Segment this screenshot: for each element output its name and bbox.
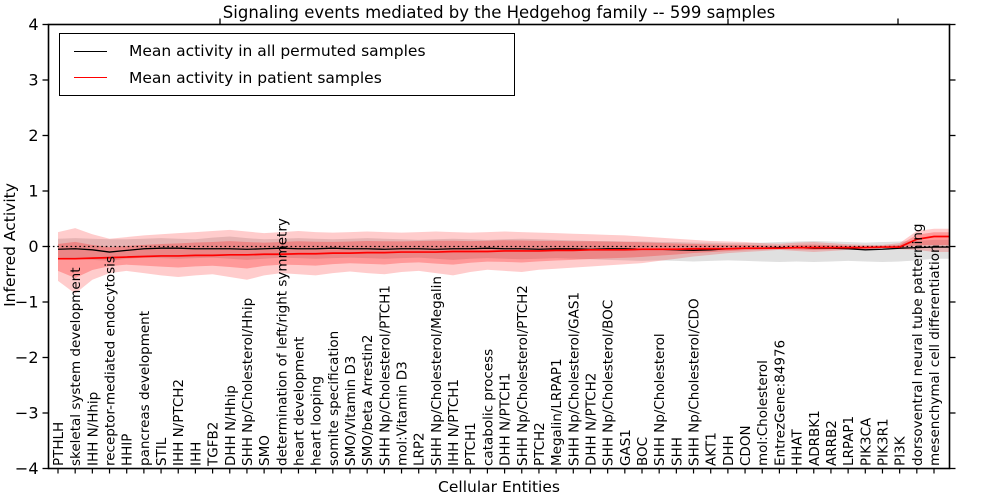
x-tick-label: mol:Vitamin D3: [395, 361, 411, 466]
x-axis-label: Cellular Entities: [438, 478, 560, 496]
legend-label-permuted: Mean activity in all permuted samples: [129, 42, 426, 61]
x-tick-label: heart looping: [309, 376, 325, 466]
x-tick-label: SMO/Vitamin D3: [343, 356, 359, 466]
legend-entry-patient: Mean activity in patient samples: [74, 69, 514, 87]
x-tick-label: heart development: [291, 337, 307, 466]
x-tick-label: HHAT: [790, 429, 806, 466]
x-tick-label: EntrezGene:84976: [772, 340, 788, 466]
y-tick-label: −2: [15, 348, 39, 367]
x-tick-label: DHH N/PTCH1: [498, 373, 514, 466]
x-tick-label: LRP2: [412, 432, 428, 466]
x-tick-label: DHH N/PTCH2: [583, 373, 599, 466]
x-tick-label: pancreas development: [137, 311, 153, 466]
x-tick-label: SHH Np/Cholesterol/Megalin: [429, 276, 445, 466]
x-tick-label: ADRBK1: [807, 410, 823, 466]
x-tick-label: HHIP: [120, 434, 136, 466]
x-tick-label: BOC: [635, 437, 651, 466]
x-tick-label: PIK3R1: [875, 418, 891, 466]
y-tick-label: 0: [28, 237, 38, 256]
x-tick-label: IHH N/PTCH2: [171, 379, 187, 466]
x-tick-label: PTCH2: [532, 422, 548, 466]
y-tick-label: −3: [15, 404, 39, 423]
legend-entry-permuted: Mean activity in all permuted samples: [74, 42, 514, 60]
patient-mean-line: [58, 235, 950, 260]
x-tick-label: IHH N/Hhip: [85, 392, 101, 466]
x-tick-label: SHH Np/Cholesterol/Hhip: [240, 298, 256, 466]
x-tick-label: IHH: [188, 442, 204, 466]
x-tick-label: PIK3CA: [858, 417, 874, 466]
x-tick-label: SHH Np/Cholesterol/BOC: [601, 300, 617, 466]
x-tick-label: dorsoventral neural tube patterning: [910, 224, 926, 466]
x-tick-label: STIL: [154, 437, 170, 466]
x-tick-label: CDON: [738, 425, 754, 466]
y-tick-label: 2: [28, 126, 38, 145]
x-tick-label: SHH Np/Cholesterol/PTCH1: [377, 285, 393, 466]
x-tick-label: mesenchymal cell differentiation: [927, 244, 943, 466]
y-axis-label: Inferred Activity: [1, 183, 19, 307]
x-tick-label: SHH: [669, 437, 685, 466]
y-tick-label: −4: [15, 459, 39, 478]
legend-label-patient: Mean activity in patient samples: [129, 68, 382, 87]
y-tick-label: −1: [15, 293, 39, 312]
x-tick-label: PI3K: [893, 435, 909, 466]
x-tick-label: PTHLH: [51, 422, 67, 466]
chart-title: Signaling events mediated by the Hedgeho…: [222, 3, 776, 22]
x-tick-label: receptor-mediated endocytosis: [103, 256, 119, 466]
x-tick-label: AKT1: [704, 432, 720, 466]
y-tick-label: 4: [28, 15, 38, 34]
x-tick-label: LRPAP1: [841, 416, 857, 466]
y-tick-label: 3: [28, 71, 38, 90]
x-tick-label: SHH Np/Cholesterol: [652, 333, 668, 466]
x-tick-label: SHH Np/Cholesterol/PTCH2: [515, 285, 531, 466]
x-tick-label: SHH Np/Cholesterol/GAS1: [566, 292, 582, 466]
patient-range-inner-band: [58, 232, 950, 278]
x-tick-label: mol:Cholesterol: [755, 360, 771, 466]
x-tick-label: determination of left/right symmetry: [274, 218, 290, 466]
x-tick-label: catabolic process: [480, 349, 496, 466]
x-tick-label: SMO/beta Arrestin2: [360, 335, 376, 466]
x-tick-label: IHH N/PTCH1: [446, 379, 462, 466]
x-tick-label: skeletal system development: [68, 268, 84, 467]
x-tick-label: PTCH1: [463, 422, 479, 466]
y-tick-label: 1: [28, 182, 38, 201]
x-tick-label: GAS1: [618, 429, 634, 466]
x-tick-label: DHH N/Hhip: [223, 385, 239, 466]
permuted-line-swatch: [74, 50, 107, 52]
x-tick-label: SHH Np/Cholesterol/CDO: [687, 298, 703, 466]
x-tick-label: ARRB2: [824, 420, 840, 466]
x-tick-label: DHH: [721, 435, 737, 466]
x-tick-label: SMO: [257, 435, 273, 466]
legend-box: Mean activity in all permuted samples Me…: [59, 33, 515, 96]
x-tick-label: TGFB2: [206, 422, 222, 467]
x-tick-label: somite specification: [326, 331, 342, 466]
patient-line-swatch: [74, 77, 107, 79]
x-tick-label: Megalin/LRPAP1: [549, 358, 565, 466]
patient-range-band: [58, 228, 950, 294]
